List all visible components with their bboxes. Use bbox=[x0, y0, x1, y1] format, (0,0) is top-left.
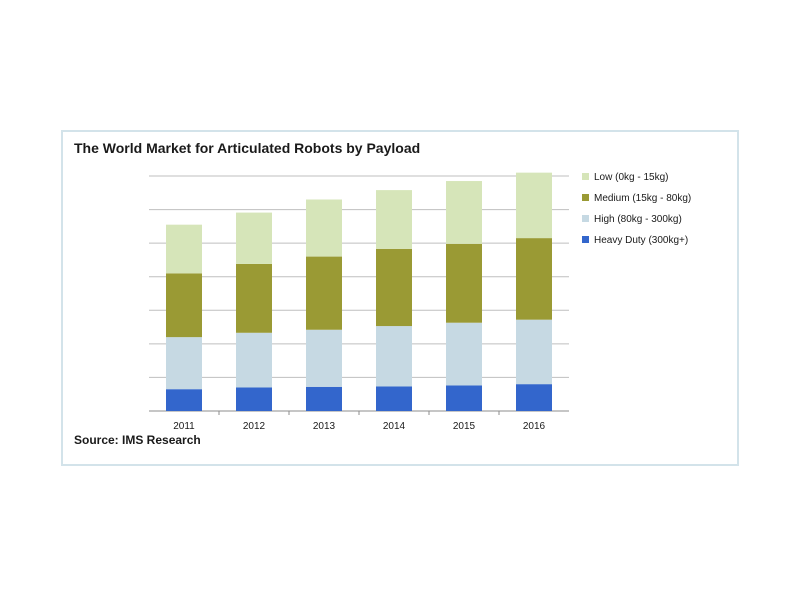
bar-2011-series-3 bbox=[166, 224, 202, 274]
bar-2016-series-3 bbox=[516, 172, 552, 239]
x-tick-label-2012: 2012 bbox=[243, 421, 266, 432]
legend-swatch-2 bbox=[582, 215, 589, 222]
bar-2011-series-2 bbox=[166, 273, 202, 338]
legend-swatch-0 bbox=[582, 173, 589, 180]
bar-2015-series-1 bbox=[446, 322, 482, 386]
bar-2015-series-3 bbox=[446, 181, 482, 244]
bar-2016-series-1 bbox=[516, 319, 552, 385]
bar-2016-series-2 bbox=[516, 238, 552, 320]
bar-2013-series-0 bbox=[306, 386, 342, 411]
bar-2012-series-0 bbox=[236, 387, 272, 411]
bar-2013-series-3 bbox=[306, 199, 342, 257]
bar-2013-series-1 bbox=[306, 329, 342, 387]
bar-2014-series-1 bbox=[376, 326, 412, 387]
x-tick-label-2015: 2015 bbox=[453, 421, 476, 432]
bar-2012-series-1 bbox=[236, 332, 272, 388]
chart-source: Source: IMS Research bbox=[74, 433, 201, 447]
bar-2014-series-3 bbox=[376, 190, 412, 249]
x-tick-label-2013: 2013 bbox=[313, 421, 336, 432]
chart-title: The World Market for Articulated Robots … bbox=[74, 140, 421, 156]
bar-2013-series-2 bbox=[306, 256, 342, 330]
bar-2011-series-1 bbox=[166, 337, 202, 390]
x-tick-label-2011: 2011 bbox=[173, 421, 195, 432]
bar-2015-series-0 bbox=[446, 385, 482, 411]
x-tick-label-2016: 2016 bbox=[523, 421, 546, 432]
legend-label-0: Low (0kg - 15kg) bbox=[594, 172, 668, 183]
legend-label-1: Medium (15kg - 80kg) bbox=[594, 193, 691, 204]
chart-frame: The World Market for Articulated Robots … bbox=[61, 130, 739, 466]
bar-2016-series-0 bbox=[516, 384, 552, 411]
bar-2011-series-0 bbox=[166, 389, 202, 411]
chart-svg: 2011 2012 2013 2014 2015 2016 Low (0kg - 15kg)… bbox=[149, 172, 691, 432]
legend-swatch-3 bbox=[582, 236, 589, 243]
bar-2014-series-2 bbox=[376, 248, 412, 327]
bar-2015-series-2 bbox=[446, 243, 482, 323]
bar-2012-series-3 bbox=[236, 212, 272, 264]
bar-2012-series-2 bbox=[236, 263, 272, 333]
bar-2014-series-0 bbox=[376, 386, 412, 411]
legend-label-3: Heavy Duty (300kg+) bbox=[594, 235, 688, 246]
legend-label-2: High (80kg - 300kg) bbox=[594, 214, 682, 225]
x-tick-label-2014: 2014 bbox=[383, 421, 406, 432]
legend-swatch-1 bbox=[582, 194, 589, 201]
